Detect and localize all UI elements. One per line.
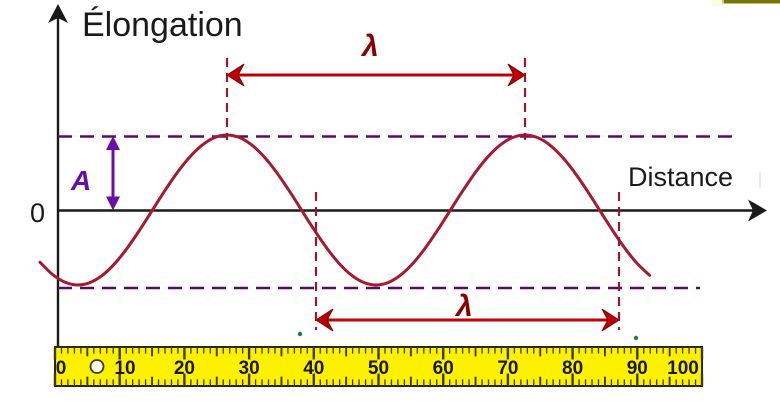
svg-text:60: 60: [433, 358, 454, 379]
svg-text:40: 40: [303, 358, 324, 379]
svg-text:Distance: Distance: [628, 162, 733, 192]
svg-text:λ: λ: [454, 290, 473, 323]
svg-text:10: 10: [114, 358, 135, 379]
svg-text:100: 100: [667, 358, 699, 379]
svg-text:90: 90: [627, 358, 648, 379]
svg-text:20: 20: [174, 358, 195, 379]
svg-text:70: 70: [497, 358, 518, 379]
svg-text:30: 30: [239, 358, 260, 379]
svg-text:λ: λ: [360, 30, 379, 63]
svg-text:50: 50: [368, 358, 389, 379]
svg-text:80: 80: [562, 358, 583, 379]
svg-text:0: 0: [56, 358, 67, 379]
svg-text:0: 0: [30, 198, 45, 228]
svg-text:Élongation: Élongation: [82, 6, 243, 44]
svg-text:A: A: [70, 165, 91, 196]
